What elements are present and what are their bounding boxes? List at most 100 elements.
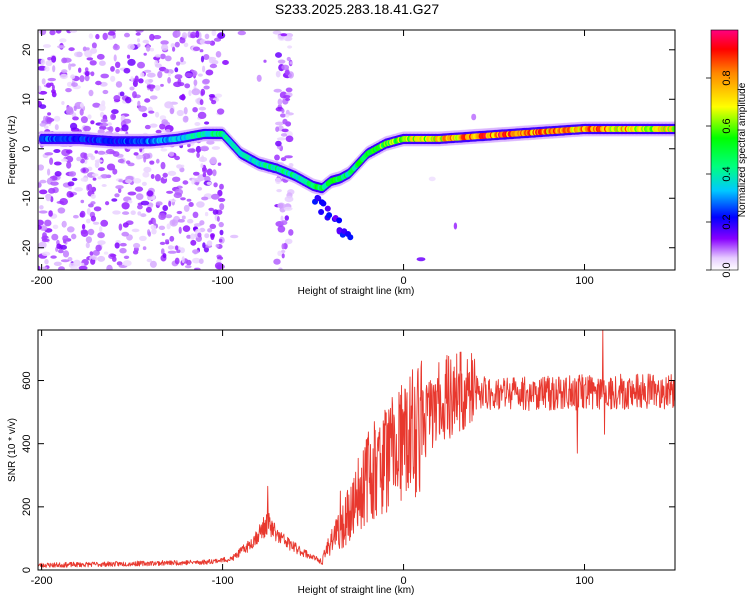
noise-blob [47,77,56,82]
noise-blob [203,54,210,60]
noise-blob [164,101,174,109]
noise-blob [275,140,282,147]
noise-blob [74,187,83,192]
noise-blob [143,52,147,56]
noise-blob [86,57,94,61]
noise-blob [167,245,174,250]
noise-blob [97,240,106,246]
noise-blob [74,51,83,58]
noise-blob [285,135,294,143]
noise-blob [99,60,106,66]
noise-blob [45,194,51,202]
noise-blob [200,163,204,169]
noise-blob [173,192,182,199]
noise-blob [193,79,198,86]
noise-blob [38,164,44,171]
noise-blob [237,30,246,36]
noise-blob [84,74,90,82]
noise-blob [39,189,48,195]
noise-blob [277,59,286,64]
noise-blob [147,231,152,237]
noise-blob [194,122,201,126]
noise-blob [91,186,97,192]
noise-blob [38,219,44,226]
noise-blob [80,262,85,267]
noise-blob [68,186,72,190]
noise-blob [186,198,192,202]
noise-blob [219,203,225,211]
noise-blob [206,181,212,185]
noise-blob [282,118,288,125]
noise-blob [285,113,290,118]
noise-blob [101,184,107,187]
noise-blob [111,109,119,115]
noise-blob [174,257,180,265]
noise-blob [187,148,196,153]
noise-blob [47,57,52,61]
noise-blob [41,238,50,243]
noise-blob [55,30,62,34]
noise-blob [193,171,200,176]
noise-blob [142,171,150,178]
spectrogram-x-tick-label: -100 [212,275,234,287]
noise-blob [72,116,79,121]
spectrogram-y-tick-label: 10 [21,93,33,105]
noise-blob [159,115,167,121]
colorbar-gradient [711,30,738,270]
noise-blob [56,243,62,249]
snr-x-tick-label: 0 [400,575,406,587]
noise-blob [217,197,226,202]
noise-blob [197,187,203,191]
noise-blob [187,143,191,148]
noise-blob [117,158,125,164]
noise-blob [44,259,49,265]
noise-blob [61,57,68,64]
noise-blob [60,259,70,263]
spectrogram-y-label: Frequency (Hz) [7,116,18,185]
noise-blob [83,125,91,132]
noise-blob [53,161,62,166]
noise-blob [198,258,204,265]
noise-blob [143,69,152,73]
noise-blob [71,233,77,240]
noise-blob [144,124,151,130]
noise-blob [176,210,183,215]
noise-blob [122,211,130,215]
noise-blob [132,91,137,99]
noise-blob [280,250,286,253]
noise-blob [73,214,79,219]
noise-blob [204,121,210,125]
colorbar-axes: 0.0 0.2 0.4 0.6 0.8 [706,70,733,278]
noise-blob [222,60,229,65]
noise-blob [135,32,141,36]
noise-blob [88,89,94,97]
noise-blob [286,56,291,62]
noise-blob [140,213,147,218]
noise-blob [111,198,118,202]
noise-blob [157,71,163,79]
colorbar-tick-label: 0.0 [721,262,733,277]
noise-blob [112,168,118,175]
noise-blob [137,61,145,69]
noise-blob [138,78,144,84]
noise-blob [154,174,161,182]
noise-blob [114,193,120,198]
noise-blob [167,77,172,84]
noise-blob [59,198,68,206]
noise-blob [99,81,108,87]
noise-blob [95,33,100,40]
noise-blob [281,253,285,259]
noise-blob [174,67,179,73]
noise-blob [154,63,162,68]
noise-blob [78,67,82,73]
noise-blob [112,256,117,262]
noise-blob [38,225,42,230]
noise-blob [125,96,132,104]
noise-blob [66,81,73,87]
noise-blob [81,223,86,230]
noise-blob [106,163,116,171]
noise-blob [115,61,121,68]
noise-blob [428,176,436,182]
noise-blob [197,73,203,77]
